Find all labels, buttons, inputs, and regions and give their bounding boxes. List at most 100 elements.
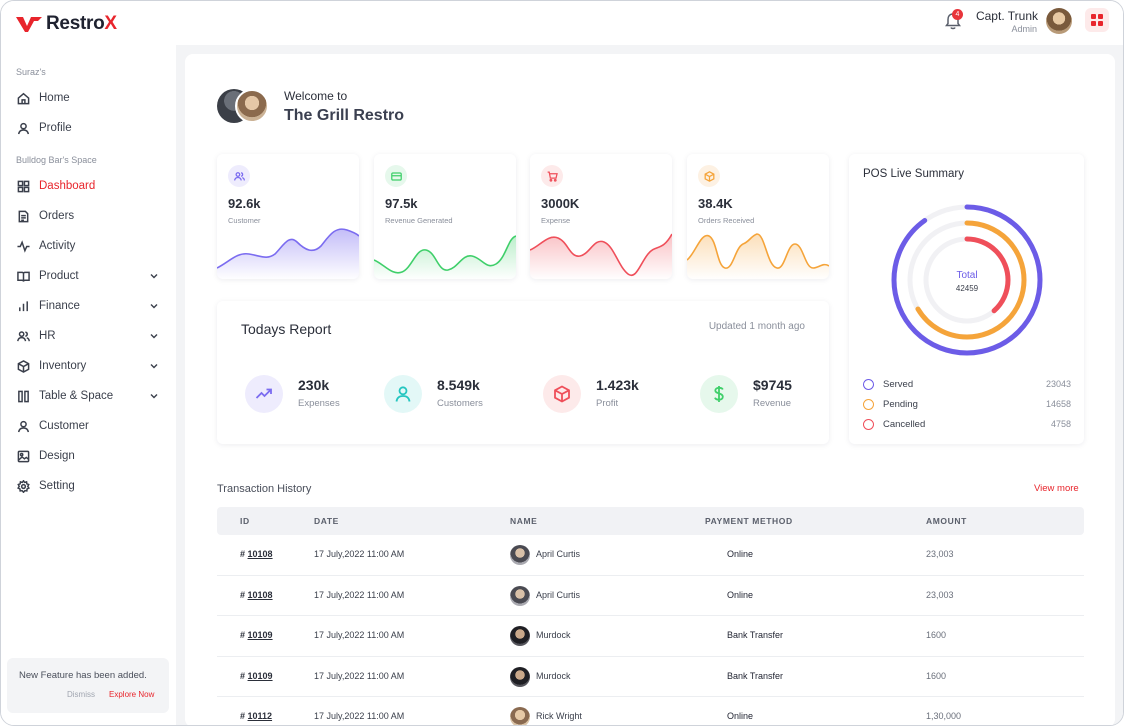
customer-name: Murdock bbox=[536, 630, 571, 640]
credit-card-icon bbox=[385, 165, 407, 187]
sidebar: Suraz's Home Profile Bulldog Bar's Space… bbox=[1, 45, 176, 725]
chevron-down-icon[interactable] bbox=[149, 301, 159, 311]
stat-label: Orders Received bbox=[698, 216, 755, 225]
report-item-expenses: 230k Expenses bbox=[245, 375, 385, 415]
view-more-link[interactable]: View more bbox=[1034, 483, 1079, 494]
chevron-down-icon[interactable] bbox=[149, 391, 159, 401]
avatar bbox=[510, 545, 530, 565]
sidebar-section-personal: Suraz's bbox=[16, 67, 46, 77]
dollar-icon bbox=[700, 375, 738, 413]
legend-marker bbox=[863, 379, 874, 390]
sidebar-item-label: Customer bbox=[39, 420, 89, 432]
pos-title: POS Live Summary bbox=[863, 168, 964, 180]
sidebar-item-setting[interactable]: Setting bbox=[16, 476, 161, 496]
stat-label: Customer bbox=[228, 216, 261, 225]
report-value: 230k bbox=[298, 377, 330, 393]
column-header-amount[interactable]: AMOUNT bbox=[926, 516, 967, 526]
sidebar-item-label: Home bbox=[39, 92, 70, 104]
brand-logo[interactable]: RestroX bbox=[16, 13, 117, 35]
sidebar-item-hr[interactable]: HR bbox=[16, 326, 161, 346]
explore-now-button[interactable]: Explore Now bbox=[109, 690, 155, 699]
sidebar-item-customer[interactable]: Customer bbox=[16, 416, 161, 436]
sidebar-item-finance[interactable]: Finance bbox=[16, 296, 161, 316]
legend-value: 4758 bbox=[1050, 419, 1071, 429]
transaction-date: 17 July,2022 11:00 AM bbox=[314, 589, 405, 600]
sidebar-item-activity[interactable]: Activity bbox=[16, 236, 161, 256]
table-row[interactable]: # 10108 17 July,2022 11:00 AM April Curt… bbox=[217, 535, 1084, 576]
table-header: ID DATE NAME PAYMENT METHOD AMOUNT bbox=[217, 507, 1084, 535]
sidebar-item-label: Table & Space bbox=[39, 390, 114, 402]
table-row[interactable]: # 10109 17 July,2022 11:00 AM Murdock Ba… bbox=[217, 616, 1084, 657]
column-header-name[interactable]: NAME bbox=[510, 516, 538, 526]
avatar bbox=[510, 626, 530, 646]
chevron-down-icon[interactable] bbox=[149, 331, 159, 341]
box-icon bbox=[16, 359, 30, 373]
payment-method: Online bbox=[727, 711, 754, 721]
sidebar-item-profile[interactable]: Profile bbox=[16, 118, 161, 138]
sidebar-item-label: Dashboard bbox=[39, 180, 96, 192]
sidebar-item-label: Finance bbox=[39, 300, 80, 312]
apps-grid-button[interactable] bbox=[1085, 8, 1109, 32]
sidebar-item-dashboard[interactable]: Dashboard bbox=[16, 176, 161, 196]
stat-card-customer[interactable]: 92.6k Customer bbox=[217, 154, 359, 279]
image-icon bbox=[16, 449, 30, 463]
column-header-id[interactable]: ID bbox=[240, 516, 250, 526]
notification-badge: 4 bbox=[952, 9, 963, 20]
stat-card-revenue[interactable]: 97.5k Revenue Generated bbox=[374, 154, 516, 279]
sidebar-item-label: HR bbox=[39, 330, 56, 342]
feature-notice: New Feature has been added. Dismiss Expl… bbox=[7, 658, 169, 713]
brand-name: RestroX bbox=[46, 13, 117, 34]
payment-method: Online bbox=[727, 549, 754, 559]
legend-label: Pending bbox=[883, 399, 918, 410]
stat-card-orders[interactable]: 38.4K Orders Received bbox=[687, 154, 829, 279]
table-row[interactable]: # 10112 17 July,2022 11:00 AM Rick Wrigh… bbox=[217, 697, 1084, 725]
transaction-date: 17 July,2022 11:00 AM bbox=[314, 549, 405, 559]
sparkline-revenue bbox=[374, 235, 516, 279]
amount: 1,30,000 bbox=[926, 711, 962, 721]
transaction-id[interactable]: # 10108 bbox=[240, 549, 273, 559]
table-row[interactable]: # 10109 17 July,2022 11:00 AM Murdock Ba… bbox=[217, 657, 1084, 697]
transaction-id[interactable]: # 10109 bbox=[240, 630, 273, 640]
legend-pending: Pending 14658 bbox=[863, 397, 1071, 413]
document-icon bbox=[16, 209, 30, 223]
sidebar-item-label: Inventory bbox=[39, 360, 87, 372]
column-header-date[interactable]: DATE bbox=[314, 516, 339, 526]
transaction-date: 17 July,2022 11:00 AM bbox=[314, 670, 405, 681]
sidebar-item-orders[interactable]: Orders bbox=[16, 206, 161, 226]
user-icon bbox=[16, 419, 30, 433]
sidebar-item-design[interactable]: Design bbox=[16, 446, 161, 466]
stat-card-expense[interactable]: 3000K Expense bbox=[530, 154, 672, 279]
payment-method: Online bbox=[727, 589, 754, 600]
sidebar-item-label: Orders bbox=[39, 210, 75, 222]
sidebar-item-product[interactable]: Product bbox=[16, 266, 161, 286]
report-value: 8.549k bbox=[437, 377, 480, 393]
chevron-down-icon[interactable] bbox=[149, 361, 159, 371]
legend-served: Served 23043 bbox=[863, 377, 1071, 393]
trending-up-icon bbox=[245, 375, 283, 413]
customer-name: April Curtis bbox=[536, 549, 581, 559]
report-label: Revenue bbox=[753, 398, 792, 409]
stat-value: 38.4K bbox=[698, 196, 733, 211]
user-avatar[interactable] bbox=[1046, 8, 1072, 34]
report-updated: Updated 1 month ago bbox=[708, 321, 805, 332]
legend-label: Cancelled bbox=[883, 419, 926, 430]
sidebar-item-table-space[interactable]: Table & Space bbox=[16, 386, 161, 406]
sidebar-item-label: Activity bbox=[39, 240, 76, 252]
sparkline-customer bbox=[217, 228, 359, 279]
sidebar-item-home[interactable]: Home bbox=[16, 88, 161, 108]
transaction-id[interactable]: # 10109 bbox=[240, 670, 273, 681]
avatar bbox=[510, 585, 530, 606]
user-name[interactable]: Capt. Trunk bbox=[975, 9, 1038, 23]
sidebar-item-inventory[interactable]: Inventory bbox=[16, 356, 161, 376]
total-label: Total bbox=[956, 270, 977, 281]
table-row[interactable]: # 10108 17 July,2022 11:00 AM April Curt… bbox=[217, 576, 1084, 616]
column-header-payment-method[interactable]: PAYMENT METHOD bbox=[705, 516, 793, 526]
cart-icon bbox=[541, 165, 563, 187]
transaction-id[interactable]: # 10108 bbox=[240, 589, 273, 600]
avatar bbox=[510, 707, 530, 725]
sparkline-orders bbox=[687, 233, 829, 279]
chevron-down-icon[interactable] bbox=[149, 271, 159, 281]
amount: 1600 bbox=[926, 670, 947, 681]
dismiss-button[interactable]: Dismiss bbox=[67, 690, 95, 699]
transaction-id[interactable]: # 10112 bbox=[240, 711, 273, 721]
